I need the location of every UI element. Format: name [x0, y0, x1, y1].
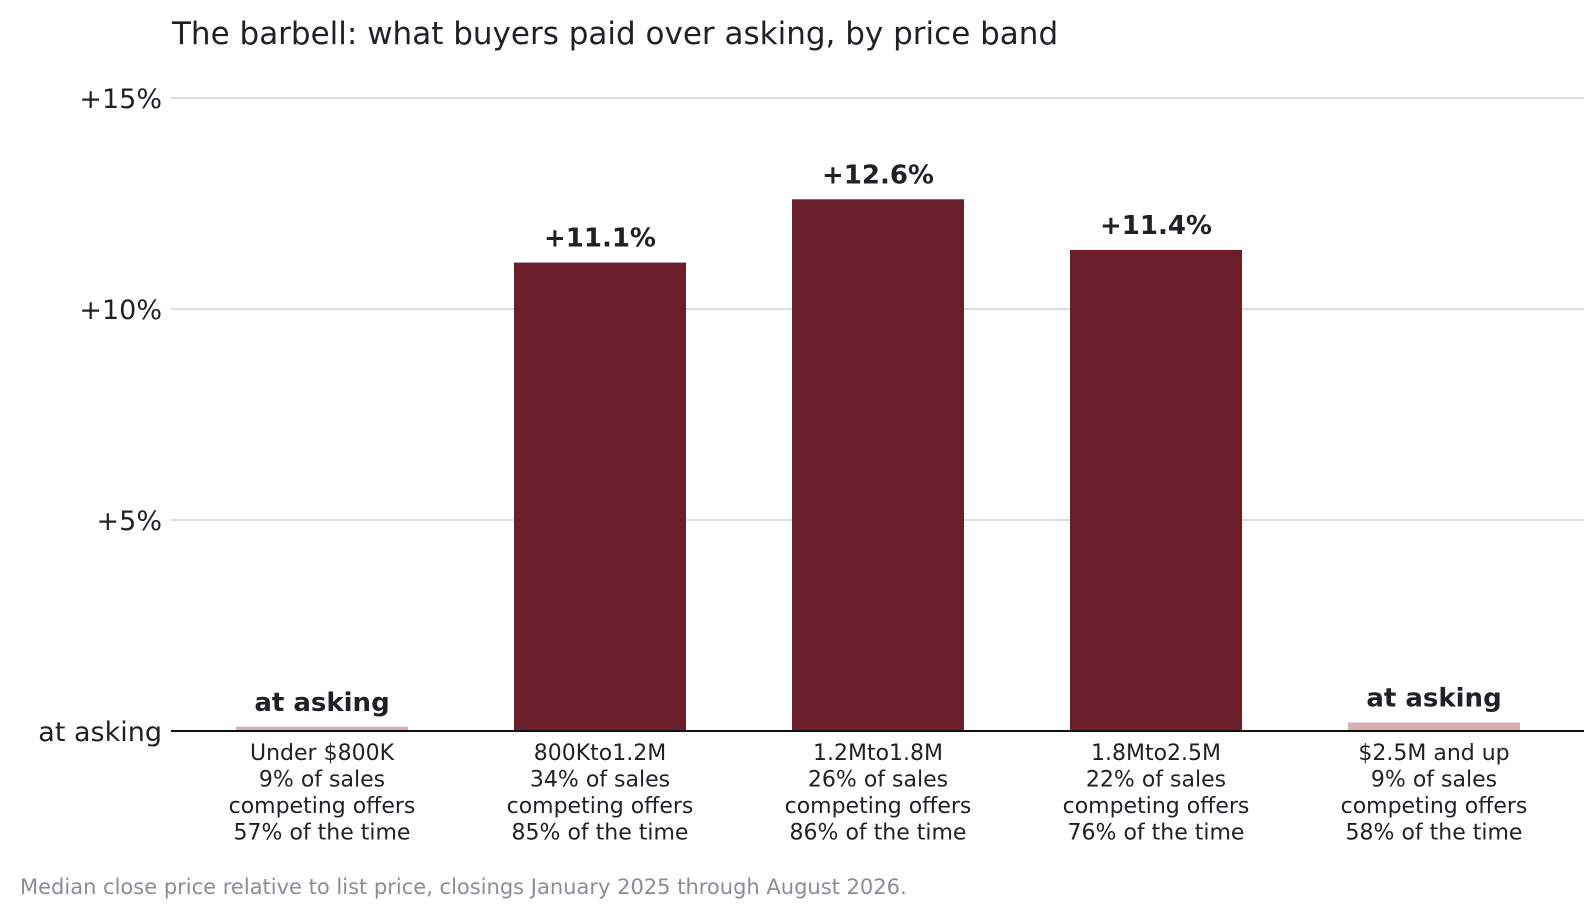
y-tick-label: +5%	[97, 506, 162, 537]
bar	[514, 262, 686, 731]
x-axis-categories: Under $800K 9% of sales competing offers 57…	[229, 741, 1528, 846]
x-category-label: 1.8Mto2.5M 22% of sales competing offers 76…	[1063, 741, 1250, 846]
bar-value-label: at asking	[1366, 684, 1501, 714]
bar-value-label: +11.4%	[1100, 211, 1212, 241]
bar-value-label: at asking	[254, 688, 389, 718]
y-axis-ticks: at asking +5% +10% +15%	[38, 84, 162, 748]
bar-value-label: +11.1%	[544, 224, 656, 254]
bar	[1348, 722, 1520, 731]
bar	[1070, 249, 1242, 732]
y-tick-label: +10%	[79, 295, 162, 326]
bar-value-labels: at asking +11.1% +12.6% +11.4% at asking	[254, 160, 1501, 718]
chart-title: The barbell: what buyers paid over askin…	[171, 16, 1058, 52]
x-category-label: 1.2Mto1.8M 26% of sales competing offers 86…	[785, 741, 972, 846]
footnote: Median close price relative to list pric…	[20, 875, 907, 899]
y-tick-label: at asking	[38, 717, 162, 748]
x-category-label: $2.5M and up 9% of sales competing offers 5…	[1341, 741, 1528, 846]
bars	[236, 199, 1520, 732]
y-tick-label: +15%	[79, 84, 162, 115]
x-category-label: Under $800K 9% of sales competing offers 57…	[229, 741, 416, 846]
x-category-label: 800Kto1.2M 34% of sales competing offers 85…	[507, 741, 694, 846]
bar	[792, 199, 964, 731]
bar	[236, 726, 408, 731]
bar-value-label: +12.6%	[822, 160, 934, 190]
